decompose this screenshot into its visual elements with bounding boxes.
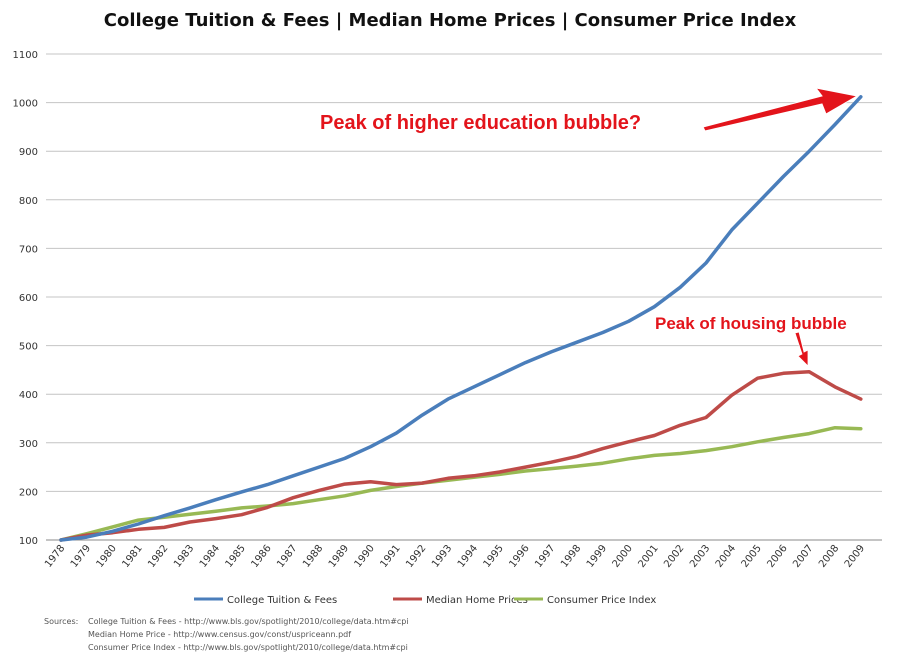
x-tick-label: 1986 <box>249 543 273 570</box>
legend-label: Consumer Price Index <box>547 595 656 606</box>
x-tick-label: 1981 <box>120 543 144 570</box>
x-tick-label: 2006 <box>765 543 789 570</box>
x-tick-label: 1979 <box>69 543 93 570</box>
x-tick-label: 2002 <box>662 543 686 570</box>
x-tick-label: 1991 <box>378 543 402 570</box>
y-tick-label: 1100 <box>13 50 38 61</box>
x-tick-label: 2000 <box>611 543 635 570</box>
series-line <box>59 95 863 542</box>
annotation-arrow <box>794 331 809 367</box>
x-tick-label: 1978 <box>43 543 67 570</box>
annotation-label: Peak of higher education bubble? <box>320 112 641 134</box>
x-tick-label: 2008 <box>817 543 841 570</box>
y-tick-label: 200 <box>19 487 38 498</box>
x-tick-label: 1989 <box>327 543 351 570</box>
legend-label: College Tuition & Fees <box>227 595 337 606</box>
y-tick-label: 700 <box>19 244 38 255</box>
x-tick-label: 1987 <box>275 543 299 570</box>
y-tick-label: 100 <box>19 536 38 547</box>
x-tick-label: 2001 <box>636 543 660 570</box>
x-tick-label: 1995 <box>482 543 506 570</box>
annotation-arrow <box>702 87 859 132</box>
x-tick-label: 1982 <box>146 543 170 570</box>
annotation-label: Peak of housing bubble <box>655 314 847 333</box>
legend-label: Median Home Prices <box>426 595 528 606</box>
y-tick-label: 800 <box>19 196 38 207</box>
chart-title: College Tuition & Fees | Median Home Pri… <box>103 10 797 31</box>
y-tick-label: 1000 <box>13 99 38 110</box>
y-tick-label: 900 <box>19 147 38 158</box>
x-tick-label: 2009 <box>843 543 867 570</box>
source-line: Median Home Price - http://www.census.go… <box>88 630 352 639</box>
x-tick-label: 1993 <box>430 543 454 570</box>
x-tick-label: 2003 <box>688 543 712 570</box>
x-tick-label: 1988 <box>301 543 325 570</box>
sources-label: Sources: <box>44 617 79 626</box>
x-tick-label: 1996 <box>507 543 531 570</box>
x-tick-label: 1984 <box>198 543 222 570</box>
x-tick-label: 1980 <box>95 543 119 570</box>
source-line: College Tuition & Fees - http://www.bls.… <box>88 617 409 626</box>
x-tick-label: 1994 <box>456 543 480 570</box>
y-tick-label: 600 <box>19 293 38 304</box>
x-tick-label: 2007 <box>791 543 815 570</box>
x-tick-label: 1998 <box>559 543 583 570</box>
x-tick-label: 1999 <box>585 543 609 570</box>
x-tick-label: 1983 <box>172 543 196 570</box>
y-tick-label: 500 <box>19 342 38 353</box>
x-tick-label: 2005 <box>740 543 764 570</box>
x-tick-label: 1985 <box>224 543 248 570</box>
x-tick-label: 1992 <box>404 543 428 570</box>
x-tick-label: 1997 <box>533 543 557 570</box>
source-line: Consumer Price Index - http://www.bls.go… <box>88 643 408 652</box>
x-tick-label: 1990 <box>353 543 377 570</box>
x-tick-label: 2004 <box>714 543 738 570</box>
y-tick-label: 300 <box>19 439 38 450</box>
series-line <box>59 370 863 542</box>
y-tick-label: 400 <box>19 390 38 401</box>
